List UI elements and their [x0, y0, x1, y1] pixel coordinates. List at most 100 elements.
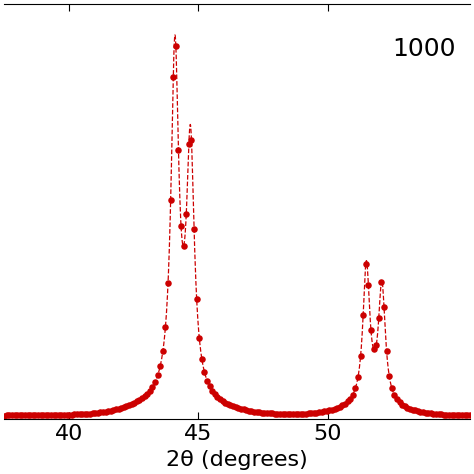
Point: [438, 410, 445, 418]
Point: [123, 402, 130, 410]
Point: [164, 279, 172, 286]
Point: [185, 140, 192, 147]
Point: [289, 410, 297, 418]
Point: [409, 406, 416, 413]
Point: [253, 408, 260, 416]
Point: [297, 410, 304, 418]
Point: [352, 384, 359, 392]
Point: [282, 410, 289, 418]
Point: [151, 378, 159, 386]
Point: [417, 408, 424, 416]
Point: [99, 408, 107, 416]
Point: [21, 411, 29, 419]
Point: [8, 412, 16, 419]
Point: [403, 404, 411, 411]
Point: [86, 410, 94, 417]
Point: [268, 410, 276, 417]
Point: [89, 410, 96, 417]
Point: [399, 401, 406, 408]
Point: [419, 409, 427, 416]
Point: [45, 411, 52, 419]
Point: [130, 399, 138, 407]
Point: [138, 394, 146, 402]
Point: [380, 303, 388, 311]
Point: [180, 242, 187, 249]
Point: [318, 408, 325, 416]
Point: [443, 411, 450, 419]
Point: [60, 411, 68, 419]
Point: [0, 412, 8, 419]
Point: [271, 410, 279, 417]
Point: [370, 346, 377, 353]
Point: [190, 226, 198, 233]
Point: [107, 407, 115, 414]
Point: [237, 405, 245, 412]
Point: [429, 410, 437, 418]
Point: [102, 408, 109, 415]
Point: [71, 410, 78, 418]
Point: [466, 411, 474, 419]
Point: [310, 409, 318, 417]
Point: [344, 398, 351, 405]
Point: [118, 404, 125, 412]
Point: [219, 397, 227, 405]
Point: [211, 391, 219, 398]
Point: [245, 407, 253, 414]
Point: [198, 356, 206, 363]
Point: [435, 410, 442, 418]
Point: [94, 409, 101, 417]
Point: [362, 260, 370, 268]
Point: [58, 411, 65, 419]
Point: [341, 400, 349, 407]
Point: [456, 411, 463, 419]
Point: [461, 411, 468, 419]
Point: [154, 372, 162, 379]
Point: [240, 406, 247, 413]
Point: [13, 411, 21, 419]
Point: [11, 411, 18, 419]
Point: [128, 400, 136, 408]
Point: [206, 383, 213, 390]
Point: [406, 405, 414, 412]
Point: [440, 411, 447, 419]
Point: [146, 387, 154, 394]
Point: [250, 408, 258, 415]
Point: [229, 402, 237, 410]
Point: [34, 411, 42, 419]
Point: [411, 407, 419, 414]
Point: [450, 411, 458, 419]
Point: [354, 374, 362, 381]
Point: [365, 281, 372, 289]
Point: [76, 410, 83, 418]
Point: [63, 411, 71, 419]
Point: [300, 410, 307, 418]
Point: [141, 392, 148, 400]
Point: [91, 409, 99, 417]
Point: [29, 411, 36, 419]
X-axis label: 2θ (degrees): 2θ (degrees): [166, 450, 308, 470]
Point: [396, 399, 403, 406]
Point: [326, 407, 333, 414]
Point: [214, 393, 221, 401]
Point: [125, 401, 133, 409]
Point: [42, 411, 50, 419]
Point: [53, 411, 60, 419]
Point: [32, 411, 39, 419]
Point: [305, 410, 312, 417]
Point: [375, 314, 383, 321]
Point: [315, 409, 323, 416]
Point: [432, 410, 440, 418]
Point: [39, 411, 47, 419]
Point: [201, 368, 208, 376]
Point: [73, 410, 81, 418]
Point: [177, 223, 185, 230]
Point: [182, 210, 190, 218]
Point: [133, 398, 141, 405]
Point: [3, 412, 10, 419]
Point: [120, 403, 128, 411]
Point: [172, 43, 180, 50]
Point: [284, 410, 292, 418]
Point: [261, 409, 268, 417]
Point: [458, 411, 466, 419]
Point: [37, 411, 45, 419]
